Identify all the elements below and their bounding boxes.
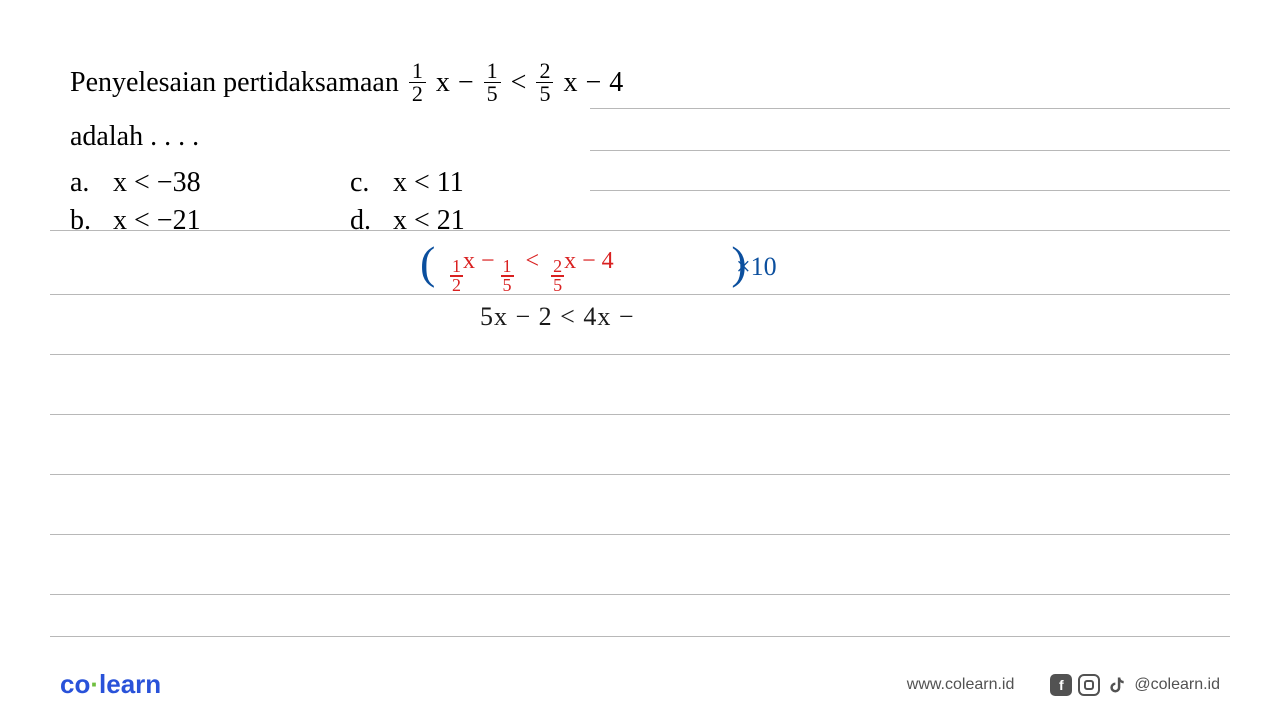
options-col-1: a. x < −38 b. x < −21 [70, 167, 350, 243]
facebook-icon: f [1050, 674, 1072, 696]
question-line-2: adalah . . . . [70, 121, 1220, 153]
tiktok-icon [1106, 674, 1128, 696]
hw-line-2: 5x − 2 < 4x − [480, 302, 635, 332]
option-c: c. x < 11 [350, 167, 465, 199]
hw-expr-left: 12x − 15 < 25x − 4 [450, 248, 614, 294]
options-col-2: c. x < 11 d. x < 21 [350, 167, 465, 243]
social-icons: f @colearn.id [1050, 674, 1220, 696]
footer-url: www.colearn.id [907, 676, 1015, 694]
fraction-2: 1 5 [484, 60, 501, 105]
instagram-icon [1078, 674, 1100, 696]
option-a: a. x < −38 [70, 167, 350, 199]
logo: co·learn [60, 669, 161, 700]
question-block: Penyelesaian pertidaksamaan 1 2 x − 1 5 … [70, 60, 1220, 243]
fraction-1: 1 2 [409, 60, 426, 105]
hw-multiply: ×10 [736, 252, 777, 282]
social-handle: @colearn.id [1134, 676, 1220, 694]
option-d: d. x < 21 [350, 205, 465, 237]
question-lead: Penyelesaian pertidaksamaan [70, 67, 399, 99]
hw-frac-1: 12 [450, 258, 463, 294]
option-b: b. x < −21 [70, 205, 350, 237]
hw-frac-2: 15 [501, 258, 514, 294]
hw-frac-3: 25 [551, 258, 564, 294]
footer: co·learn www.colearn.id f @colearn.id [60, 669, 1220, 700]
options-row: a. x < −38 b. x < −21 c. x < 11 d. x < 2… [70, 167, 1220, 243]
handwriting-area: ( 12x − 15 < 25x − 4 ) ×10 5x − 2 < 4x − [420, 240, 920, 380]
fraction-3: 2 5 [536, 60, 553, 105]
hw-open-paren: ( [420, 237, 435, 288]
footer-right: www.colearn.id f @colearn.id [907, 674, 1220, 696]
question-line-1: Penyelesaian pertidaksamaan 1 2 x − 1 5 … [70, 60, 1220, 105]
